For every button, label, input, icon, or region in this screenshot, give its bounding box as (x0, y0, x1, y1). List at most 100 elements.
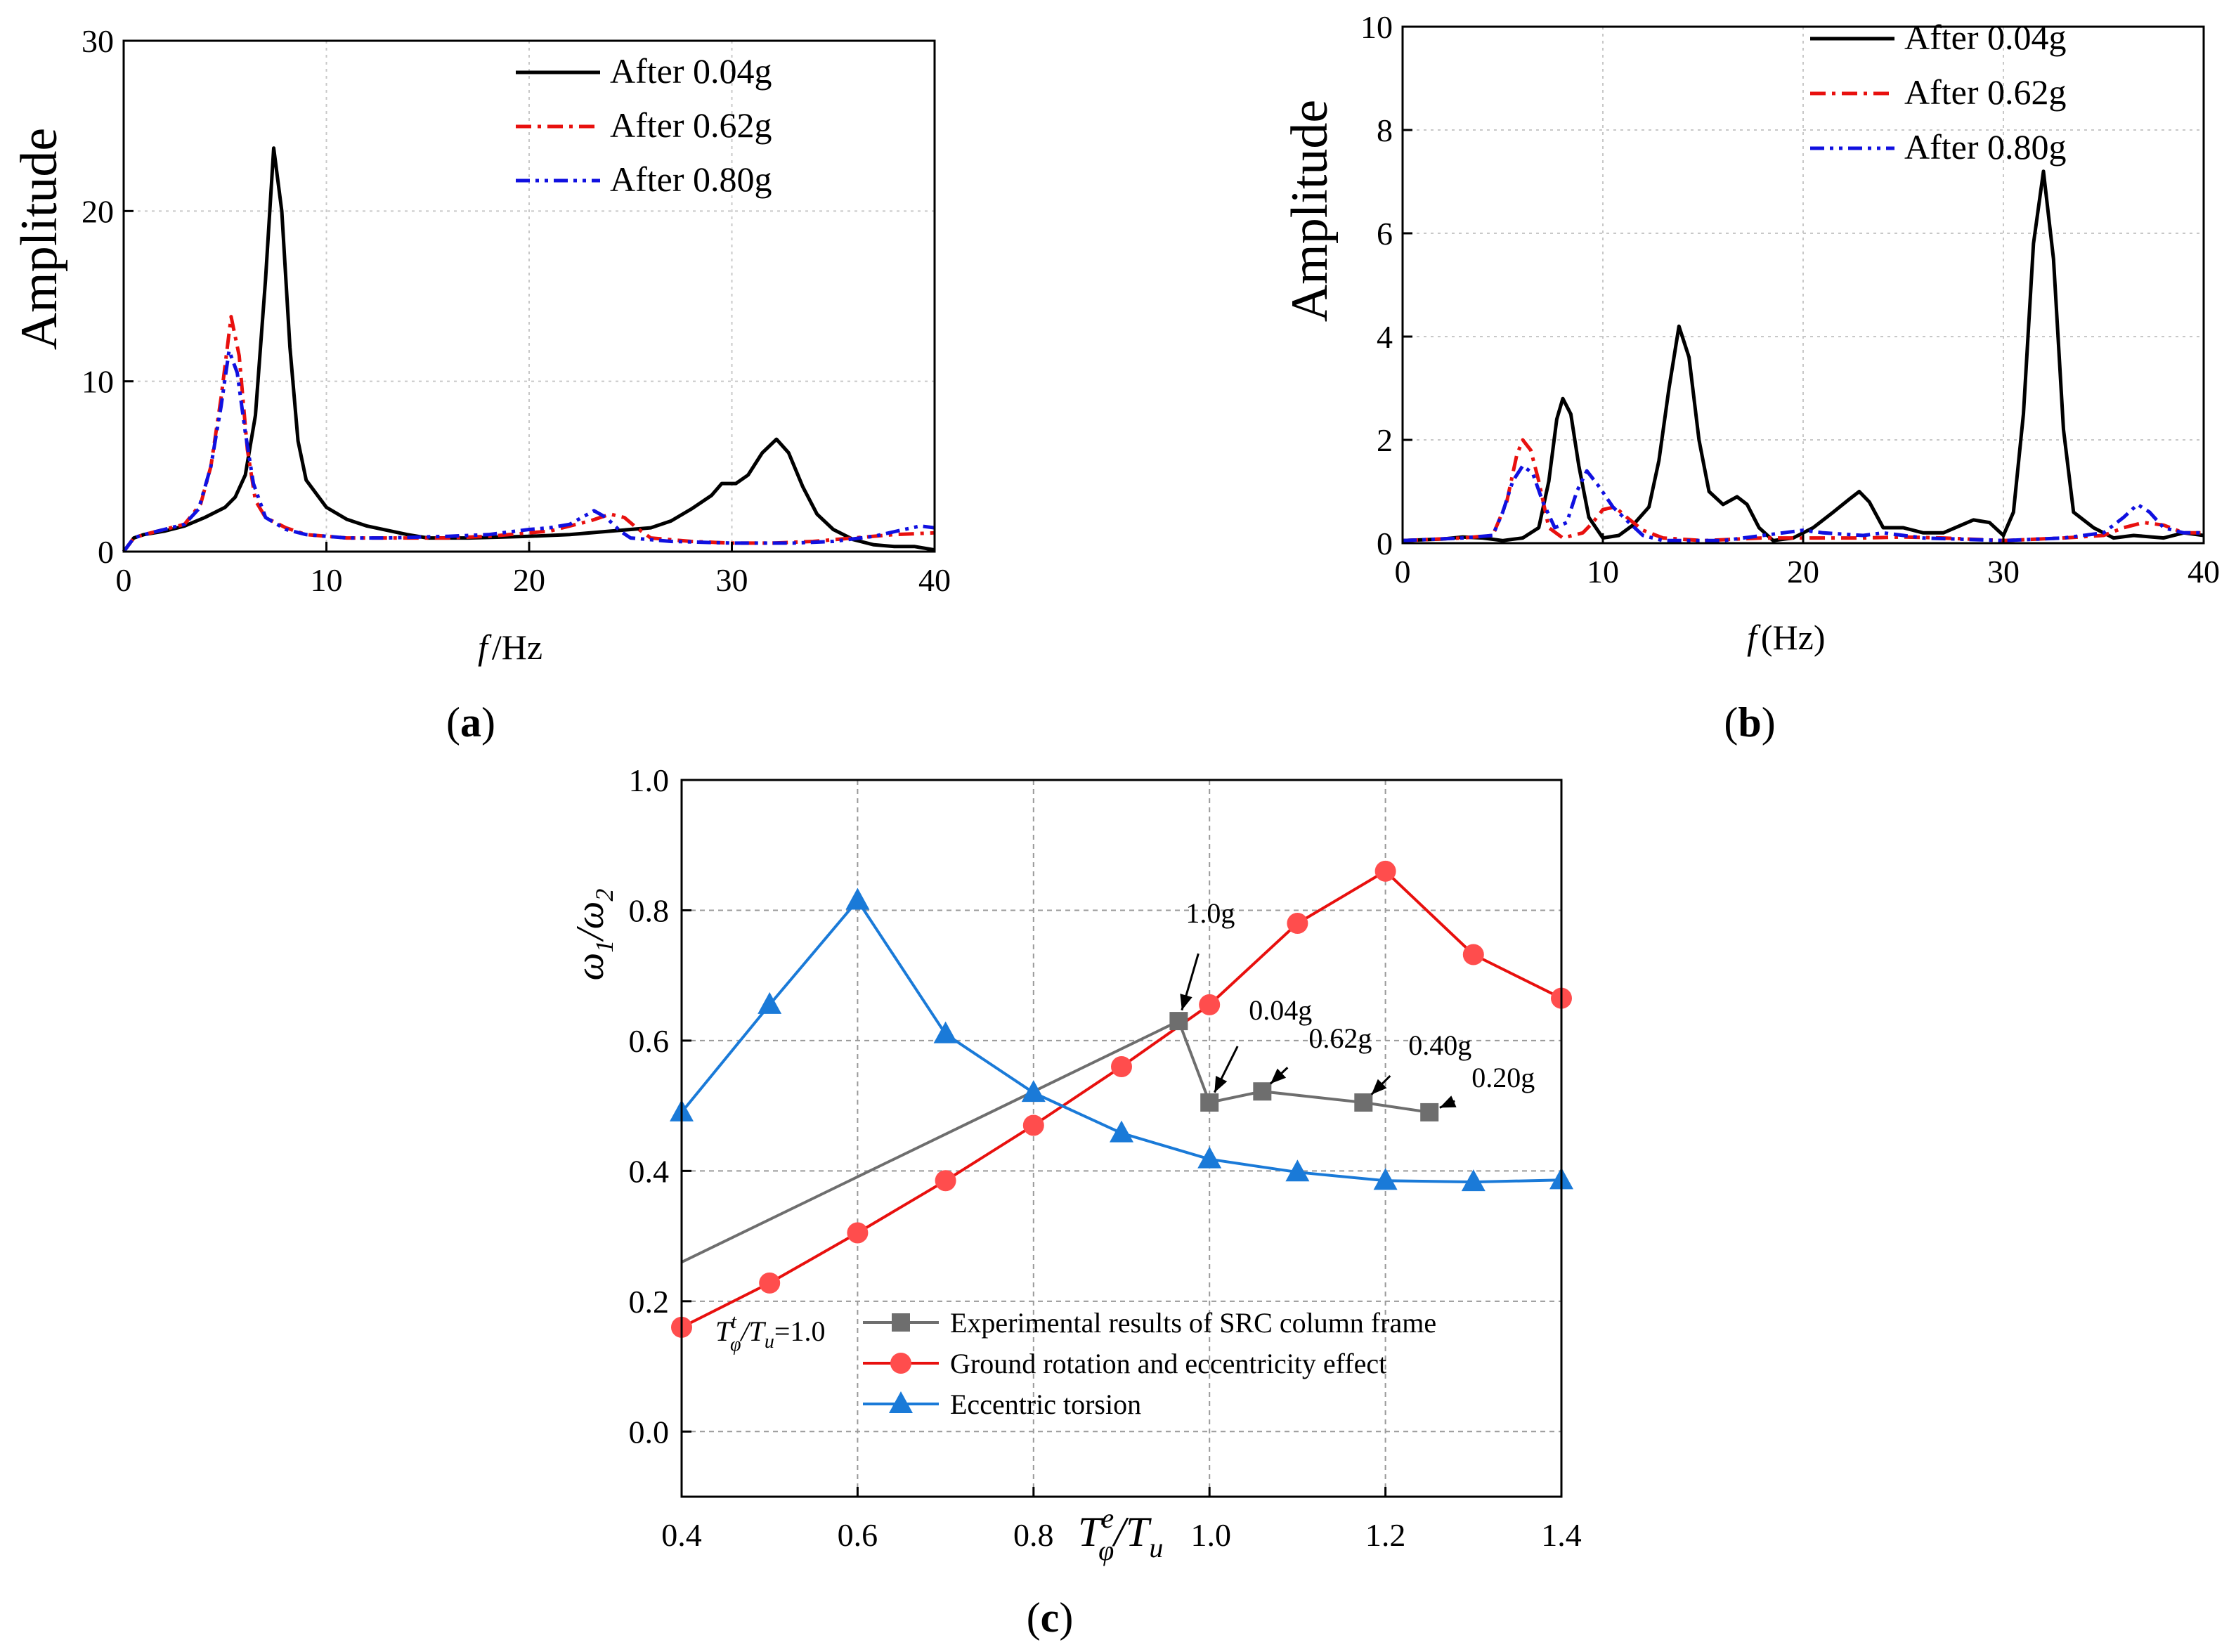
x-tick-label: 40 (2188, 554, 2220, 590)
data-point-marker (1169, 1012, 1188, 1031)
y-tick-label: 0 (98, 534, 114, 570)
panel-a-label-close: ) (481, 699, 495, 746)
panel-b-legend: After 0.04g After 0.62g After 0.80g (1810, 18, 2067, 167)
panel-a-label-open: ( (446, 699, 460, 746)
x-tick-label: 30 (716, 562, 748, 598)
legend-entry: Experimental results of SRC column frame (950, 1307, 1436, 1339)
panel-b-label: (b) (1724, 699, 1775, 746)
x-tick-label: 0 (1395, 554, 1411, 590)
y-tick-label: 0.2 (629, 1284, 670, 1320)
series-line-1 (681, 1019, 1430, 1263)
x-tick-label: 20 (513, 562, 545, 598)
panel-a-legend: After 0.04g After 0.62g After 0.80g (516, 51, 772, 199)
annotation-arrow-head (1371, 1079, 1387, 1095)
panel-a-x-axis-symbol: f (478, 627, 492, 667)
panel-b-axis-ticks: 0 10 20 30 40 0 2 4 6 8 10 (1360, 9, 2220, 590)
data-point-marker (1285, 1159, 1310, 1182)
x-tick-label: 0.4 (661, 1517, 702, 1553)
annotation-arrow-head (1180, 994, 1192, 1010)
legend-swatch-marker (892, 1313, 910, 1332)
annotation-label: 0.20g (1471, 1062, 1535, 1093)
data-point-marker (1420, 1103, 1439, 1121)
data-point-marker (1021, 1080, 1046, 1103)
panel-c-plot-frame (680, 779, 1563, 1498)
panel-a-label-letter: a (460, 699, 481, 746)
panel-c-axis-ticks: 0.4 0.6 0.8 1.0 1.2 1.4 0.0 0.2 0.4 0.6 0.8 1.0 (629, 762, 1582, 1553)
data-point-marker (845, 887, 870, 910)
series-line-3 (122, 349, 935, 553)
y-tick-label: 20 (82, 193, 114, 229)
panel-a-series (122, 146, 935, 553)
panel-b-x-axis-symbol: f (1747, 618, 1761, 657)
panel-a-label: (a) (446, 699, 495, 746)
panel-c-chart: 0.4 0.6 0.8 1.0 1.2 1.4 0.0 0.2 0.4 0.6 0.8 1.0 1.0… (568, 762, 1582, 1641)
y-tick-label: 8 (1377, 112, 1393, 148)
panel-c-label: (c) (1027, 1594, 1074, 1641)
y-tick-label: 1.0 (629, 762, 670, 798)
data-point-marker (1373, 1168, 1398, 1190)
data-point-marker (1461, 1169, 1486, 1192)
panel-b-chart: 0 10 20 30 40 0 2 4 6 8 10 Amplitude f (Hz) After 0… (1281, 9, 2220, 746)
x-tick-label: 20 (1787, 554, 1819, 590)
y-tick-label: 10 (82, 364, 114, 400)
data-point-marker (1022, 1114, 1044, 1136)
y-tick-label: 2 (1377, 422, 1393, 458)
data-point-marker (759, 1272, 781, 1294)
panel-c-label-open: ( (1027, 1594, 1041, 1641)
legend-entry: After 0.04g (1904, 18, 2067, 57)
x-tick-label: 1.4 (1541, 1517, 1582, 1553)
x-tick-label: 0 (116, 562, 132, 598)
x-tick-label: 10 (1587, 554, 1619, 590)
panel-a-x-axis-label: f/Hz (478, 627, 542, 667)
legend-swatch-marker (889, 1391, 913, 1413)
legend-entry: After 0.80g (610, 160, 772, 199)
legend-entry: After 0.62g (610, 105, 772, 145)
panel-b-series (1402, 169, 2204, 542)
panel-a-chart: 0 10 20 30 40 0 10 20 30 Amplitude f/Hz After 0.… (11, 23, 951, 746)
data-point-marker (1110, 1120, 1133, 1143)
panel-c-inline-label: Tt φ/Tu=1.0 (715, 1311, 825, 1355)
panel-a-x-axis-unit: /Hz (492, 627, 542, 667)
legend-entry: Ground rotation and eccentricity effect (950, 1348, 1386, 1379)
legend-entry: After 0.04g (610, 51, 772, 91)
panel-a-y-axis-label: Amplitude (11, 128, 68, 351)
series-line-1 (1402, 169, 2204, 542)
data-point-marker (1287, 913, 1308, 934)
panel-c-x-axis-label: Te φ/Tu (1078, 1502, 1163, 1566)
panel-b-x-axis-label: f (Hz) (1747, 618, 1826, 657)
panel-b-label-letter: b (1738, 699, 1761, 746)
x-tick-label: 0.8 (1013, 1517, 1054, 1553)
annotation-label: 0.40g (1408, 1029, 1471, 1061)
data-point-marker (1354, 1093, 1373, 1112)
y-tick-label: 0.0 (629, 1414, 670, 1450)
legend-entry: After 0.80g (1904, 127, 2067, 167)
y-tick-label: 30 (82, 23, 114, 59)
x-tick-label: 1.2 (1365, 1517, 1406, 1553)
annotation-label: 0.62g (1308, 1022, 1372, 1054)
panel-b-y-axis-label: Amplitude (1281, 100, 1339, 323)
x-tick-label: 40 (918, 562, 951, 598)
annotation-label: 0.04g (1249, 994, 1312, 1026)
panel-c-label-letter: c (1041, 1594, 1060, 1641)
y-tick-label: 0.6 (629, 1023, 670, 1059)
panel-a-axis-ticks: 0 10 20 30 40 0 10 20 30 (82, 23, 951, 598)
y-tick-label: 4 (1377, 319, 1393, 355)
panel-c-y-axis-label: ω1/ω2 (568, 889, 618, 981)
data-point-marker (1200, 1093, 1219, 1112)
panel-b-label-open: ( (1724, 699, 1738, 746)
data-point-marker (1111, 1056, 1132, 1077)
legend-entry: Eccentric torsion (950, 1388, 1141, 1420)
panel-c-gridlines (682, 780, 1561, 1497)
annotation-arrow-head (1270, 1068, 1287, 1084)
series-line-2 (681, 869, 1562, 1329)
data-point-marker (935, 1170, 956, 1192)
data-point-marker (1253, 1082, 1272, 1101)
x-tick-label: 0.6 (838, 1517, 878, 1553)
panel-b-x-axis-unit: (Hz) (1761, 618, 1826, 657)
data-point-marker (1462, 944, 1484, 965)
y-tick-label: 0.8 (629, 892, 670, 928)
y-tick-label: 0.4 (629, 1153, 670, 1189)
data-point-marker (1197, 1146, 1222, 1169)
